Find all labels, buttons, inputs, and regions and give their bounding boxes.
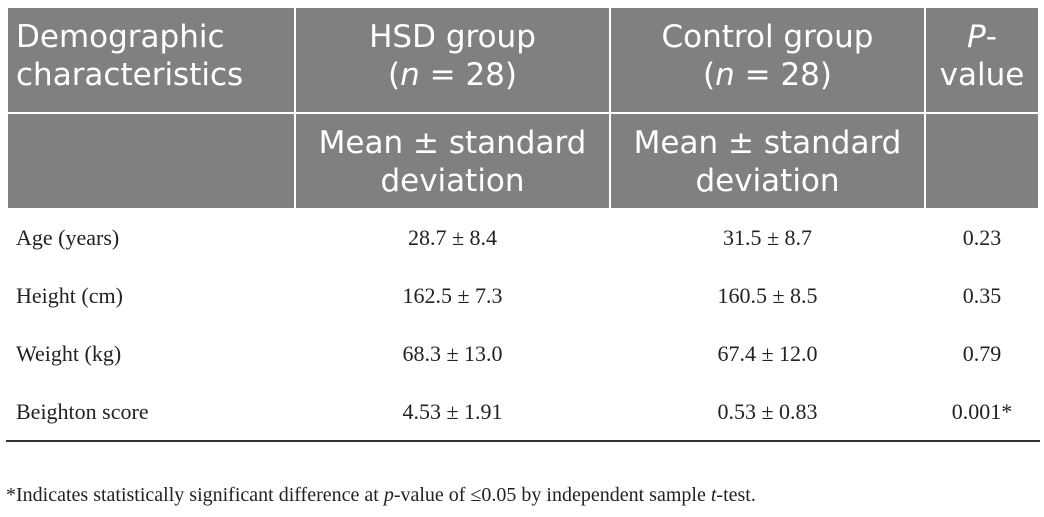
p-value: 0.23 xyxy=(924,208,1040,268)
row-label: Weight (kg) xyxy=(6,324,296,384)
control-value: 160.5 ± 8.5 xyxy=(609,266,926,326)
p-value: 0.35 xyxy=(924,266,1040,326)
header-control-group: Control group (n = 28) xyxy=(609,6,926,114)
subheader-row: Mean ± standard deviation Mean ± standar… xyxy=(6,112,1040,210)
demographics-table: Demographic characteristics HSD group (n … xyxy=(6,6,1040,442)
row-label: Height (cm) xyxy=(6,266,296,326)
header-row: Demographic characteristics HSD group (n … xyxy=(6,6,1040,114)
p-value: 0.001* xyxy=(924,382,1040,442)
subheader-hsd-mean-sd: Mean ± standard deviation xyxy=(294,112,611,210)
row-label: Beighton score xyxy=(6,382,296,442)
hsd-value: 162.5 ± 7.3 xyxy=(294,266,611,326)
header-demographic-characteristics: Demographic characteristics xyxy=(6,6,296,114)
control-value: 31.5 ± 8.7 xyxy=(609,208,926,268)
subheader-control-mean-sd: Mean ± standard deviation xyxy=(609,112,926,210)
hsd-value: 4.53 ± 1.91 xyxy=(294,382,611,442)
table-footnote: *Indicates statistically significant dif… xyxy=(6,484,756,506)
row-label: Age (years) xyxy=(6,208,296,268)
control-value: 0.53 ± 0.83 xyxy=(609,382,926,442)
p-value: 0.79 xyxy=(924,324,1040,384)
header-p-value: P-value xyxy=(924,6,1040,114)
control-value: 67.4 ± 12.0 xyxy=(609,324,926,384)
subheader-empty-4 xyxy=(924,112,1040,210)
table-container: Demographic characteristics HSD group (n … xyxy=(6,6,1040,442)
hsd-value: 28.7 ± 8.4 xyxy=(294,208,611,268)
table-row: Weight (kg) 68.3 ± 13.0 67.4 ± 12.0 0.79 xyxy=(6,324,1040,384)
table-row: Beighton score 4.53 ± 1.91 0.53 ± 0.83 0… xyxy=(6,382,1040,442)
header-hsd-group: HSD group (n = 28) xyxy=(294,6,611,114)
table-row: Age (years) 28.7 ± 8.4 31.5 ± 8.7 0.23 xyxy=(6,208,1040,268)
subheader-empty-1 xyxy=(6,112,296,210)
table-row: Height (cm) 162.5 ± 7.3 160.5 ± 8.5 0.35 xyxy=(6,266,1040,326)
hsd-value: 68.3 ± 13.0 xyxy=(294,324,611,384)
